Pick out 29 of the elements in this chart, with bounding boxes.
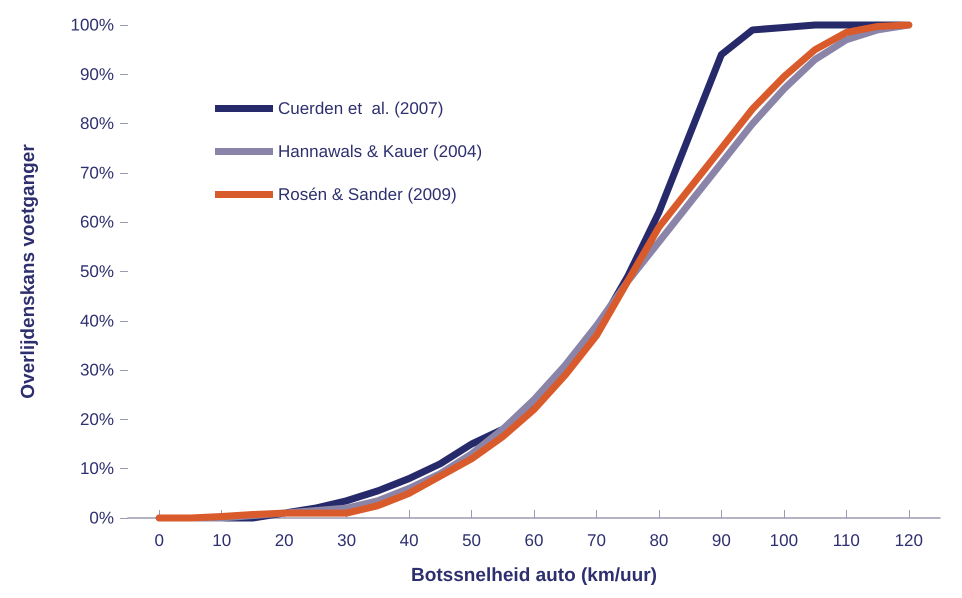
x-tick-label: 20 — [274, 531, 294, 550]
x-tick-label: 60 — [524, 531, 544, 550]
x-tick-label: 0 — [154, 531, 164, 550]
x-tick-label: 30 — [337, 531, 356, 550]
x-tick-label: 100 — [770, 531, 798, 550]
x-tick-label: 10 — [212, 531, 232, 550]
x-tick-label: 120 — [894, 531, 923, 550]
y-tick-label: 100% — [70, 16, 114, 34]
x-tick-label: 110 — [832, 531, 860, 550]
y-axis-title: Overlijdenskans voetganger — [18, 144, 39, 399]
x-tick-label: 90 — [712, 531, 731, 550]
y-tick-label: 10% — [80, 459, 114, 478]
y-tick-label: 40% — [80, 311, 114, 330]
legend-label: Cuerden et al. (2007) — [278, 99, 444, 118]
y-tick-label: 60% — [80, 212, 114, 232]
x-tick-label: 80 — [649, 531, 668, 550]
y-tick-label: 0% — [89, 508, 114, 528]
y-tick-label: 80% — [80, 114, 114, 134]
y-tick-label: 50% — [80, 262, 114, 281]
x-tick-label: 50 — [462, 531, 481, 550]
x-axis-title: Botssnelheid auto (km/uur) — [411, 565, 657, 586]
legend-label: Rosén & Sander (2009) — [278, 185, 457, 204]
y-tick-label: 90% — [80, 64, 114, 84]
x-tick-label: 40 — [400, 531, 419, 550]
y-tick-label: 30% — [80, 360, 114, 380]
y-tick-label: 70% — [80, 163, 114, 182]
y-tick-label: 20% — [80, 410, 114, 429]
legend-label: Hannawals & Kauer (2004) — [278, 142, 482, 161]
x-tick-label: 70 — [587, 531, 606, 550]
